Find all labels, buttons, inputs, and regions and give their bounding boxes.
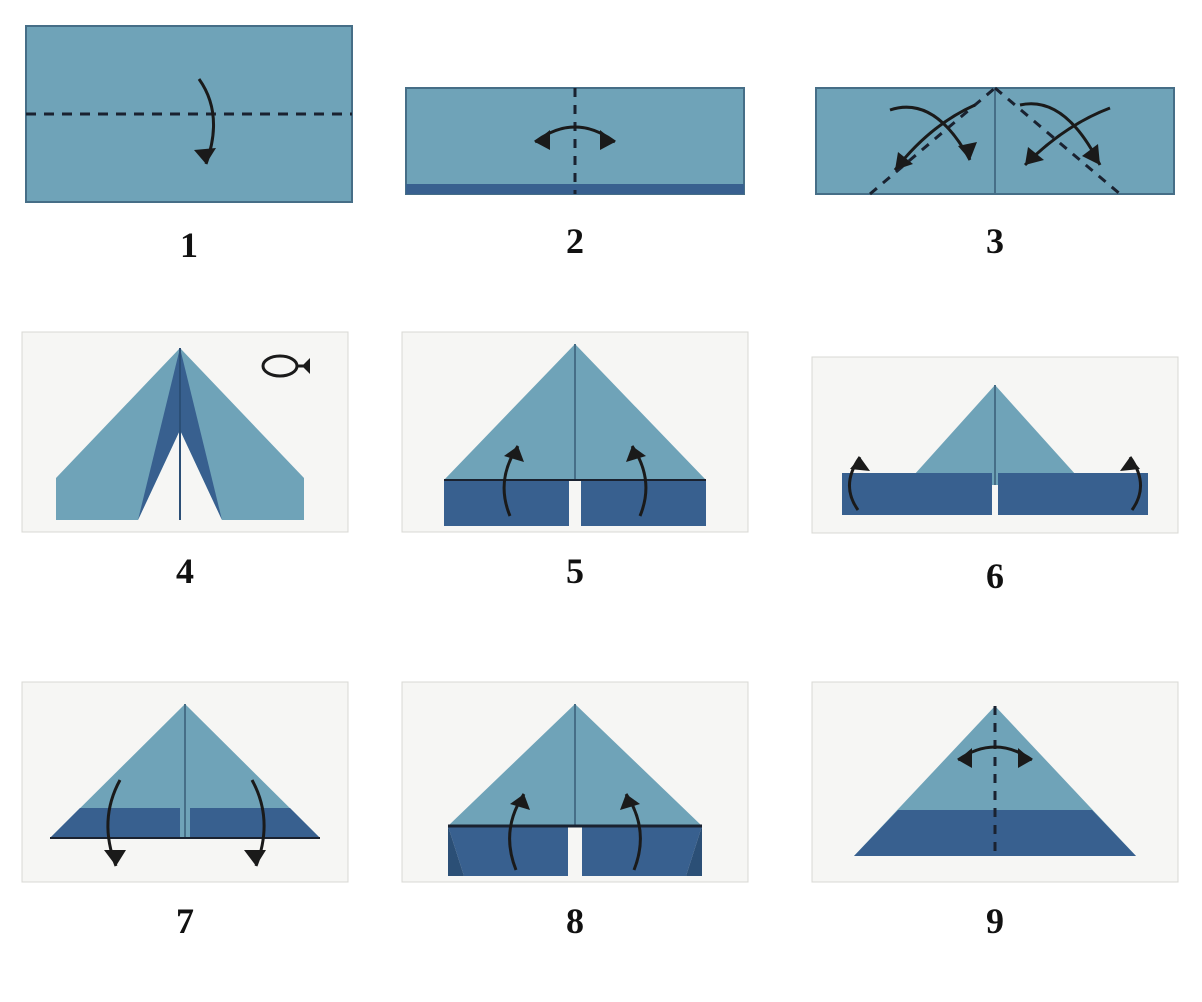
step-2: 2 (400, 70, 750, 262)
step-1-label: 1 (24, 224, 354, 266)
step-8-label: 8 (400, 900, 750, 942)
step-9-figure (810, 680, 1180, 900)
step-4: 4 (20, 330, 350, 592)
step-7-figure (20, 680, 350, 900)
step-8-figure (400, 680, 750, 900)
step-1-figure (24, 24, 354, 224)
step-7-label: 7 (20, 900, 350, 942)
origami-steps-diagram: 1 2 (0, 0, 1202, 1002)
step-8: 8 (400, 680, 750, 942)
step-1: 1 (24, 24, 354, 266)
step-2-label: 2 (400, 220, 750, 262)
step-5: 5 (400, 330, 750, 592)
step-3-label: 3 (810, 220, 1180, 262)
step-4-label: 4 (20, 550, 350, 592)
step-7: 7 (20, 680, 350, 942)
step-6-label: 6 (810, 555, 1180, 597)
step-5-figure (400, 330, 750, 550)
step-6: 6 (810, 355, 1180, 597)
step-9: 9 (810, 680, 1180, 942)
step-2-figure (400, 70, 750, 220)
step-9-label: 9 (810, 900, 1180, 942)
step-5-label: 5 (400, 550, 750, 592)
step-3-figure (810, 70, 1180, 220)
step-3: 3 (810, 70, 1180, 262)
step-6-figure (810, 355, 1180, 555)
step-4-figure (20, 330, 350, 550)
